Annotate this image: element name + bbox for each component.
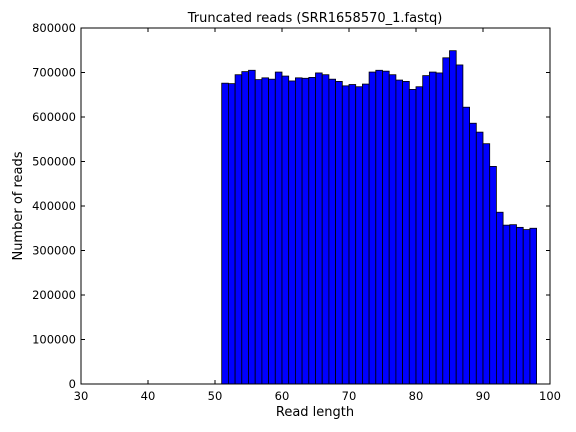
histogram-bar: [368, 71, 377, 385]
x-tick-label: 40: [141, 389, 156, 403]
histogram-bar: [348, 84, 357, 385]
histogram-bar: [268, 78, 276, 385]
histogram-bar: [455, 64, 464, 385]
histogram-bar: [341, 85, 350, 385]
histogram-bar: [495, 211, 504, 385]
x-tick-label: 30: [74, 389, 89, 403]
y-axis-label: Number of reads: [11, 151, 26, 260]
histogram-bar: [328, 78, 336, 385]
x-tick-label: 90: [476, 389, 491, 403]
x-tick-label: 60: [275, 389, 290, 403]
histogram-bar: [294, 77, 303, 385]
histogram-bar: [428, 71, 437, 385]
histogram-bar: [395, 79, 403, 385]
histogram-bar: [402, 81, 410, 385]
histogram-bar: [449, 50, 457, 385]
histogram-bar: [308, 77, 316, 385]
x-tick-label: 100: [539, 389, 561, 403]
histogram-bar: [241, 71, 249, 385]
histogram-bar: [301, 77, 310, 385]
histogram-bar: [422, 75, 430, 385]
histogram-bar: [509, 224, 517, 385]
histogram-bar: [382, 70, 390, 385]
histogram-bar: [361, 83, 370, 385]
histogram-bar: [415, 86, 424, 385]
histogram-bar: [248, 69, 256, 385]
histogram-bar: [475, 131, 484, 385]
y-tick-label: 700000: [32, 66, 76, 80]
histogram-bar: [435, 72, 444, 385]
histogram-bar: [261, 77, 269, 385]
histogram-bar: [469, 122, 477, 385]
histogram-bar: [462, 106, 470, 385]
histogram-bar: [516, 226, 524, 385]
histogram-bar: [315, 72, 323, 385]
histogram-bar: [489, 165, 497, 385]
histogram-bar: [502, 224, 511, 385]
x-tick-label: 50: [208, 389, 223, 403]
y-tick-label: 300000: [32, 244, 76, 258]
histogram-bar: [408, 89, 417, 385]
x-axis-ticks: 30 40 50 60 70 80 90 100: [74, 28, 561, 403]
y-tick-label: 200000: [32, 288, 76, 302]
y-axis-ticks: 0 100000 200000 300000 400000 500000 600000 700…: [32, 21, 550, 391]
histogram-bar: [288, 80, 296, 385]
histogram-bar: [388, 74, 397, 385]
histogram-bar: [274, 71, 283, 385]
histogram-bar: [281, 75, 290, 385]
histogram-bar: [335, 81, 343, 385]
histogram-bar: [522, 229, 531, 385]
histogram-bar: [442, 57, 450, 385]
histogram-bar: [355, 86, 363, 385]
histogram-bar: [375, 69, 383, 385]
histogram-bar: [254, 79, 263, 385]
y-tick-label: 100000: [32, 333, 76, 347]
histogram-bar: [482, 143, 491, 385]
histogram-bar: [227, 83, 236, 385]
chart-title: Truncated reads (SRR1658570_1.fastq): [187, 11, 443, 26]
histogram-bar: [321, 74, 330, 385]
y-tick-label: 400000: [32, 199, 76, 213]
y-tick-label: 500000: [32, 155, 76, 169]
histogram-bar: [234, 74, 243, 385]
histogram-bar: [221, 82, 229, 385]
x-tick-label: 80: [409, 389, 424, 403]
histogram-bar: [529, 227, 538, 385]
x-tick-label: 70: [342, 389, 357, 403]
y-tick-label: 0: [69, 377, 76, 391]
y-tick-label: 800000: [32, 21, 76, 35]
y-tick-label: 600000: [32, 110, 76, 124]
x-axis-label: Read length: [276, 405, 354, 420]
